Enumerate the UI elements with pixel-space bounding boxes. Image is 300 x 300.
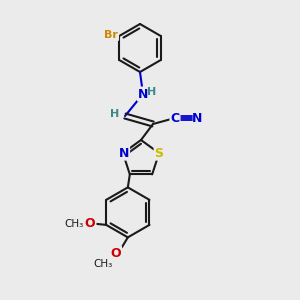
Text: CH₃: CH₃ [93, 260, 112, 269]
Text: C: C [170, 112, 180, 124]
Text: H: H [110, 109, 120, 119]
Text: O: O [110, 247, 121, 260]
Text: N: N [119, 147, 129, 160]
Text: S: S [154, 147, 164, 160]
Text: H: H [147, 87, 157, 97]
Text: N: N [192, 112, 202, 124]
Text: N: N [138, 88, 148, 100]
Text: O: O [85, 218, 95, 230]
Text: Br: Br [104, 30, 118, 40]
Text: CH₃: CH₃ [64, 219, 84, 229]
